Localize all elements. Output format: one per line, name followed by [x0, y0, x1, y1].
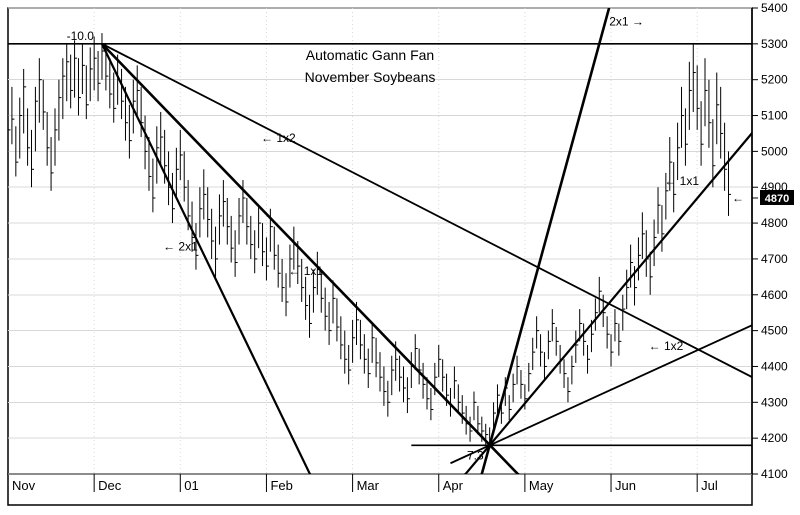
svg-text:← 1x1: ← 1x1 [664, 174, 699, 188]
svg-text:← 1x1: ← 1x1 [288, 264, 323, 278]
svg-text:Jul: Jul [701, 478, 718, 493]
gann-fan-chart: 4100420043004400450046004700480049005000… [0, 0, 800, 515]
svg-text:Feb: Feb [270, 478, 292, 493]
svg-text:5300: 5300 [761, 37, 788, 51]
svg-text:01: 01 [184, 478, 198, 493]
svg-text:Nov: Nov [12, 478, 36, 493]
svg-text:4300: 4300 [761, 395, 788, 409]
svg-text:4200: 4200 [761, 431, 788, 445]
svg-text:2x1 →: 2x1 → [609, 15, 644, 29]
svg-text:7.3: 7.3 [467, 448, 484, 462]
svg-text:-10.0: -10.0 [67, 29, 95, 43]
svg-text:Dec: Dec [98, 478, 122, 493]
svg-text:5400: 5400 [761, 1, 788, 15]
svg-text:← 1x2: ← 1x2 [649, 339, 684, 353]
svg-text:4500: 4500 [761, 324, 788, 338]
svg-text:4800: 4800 [761, 216, 788, 230]
svg-text:← 1x2: ← 1x2 [261, 131, 296, 145]
svg-text:4700: 4700 [761, 252, 788, 266]
svg-text:4100: 4100 [761, 467, 788, 481]
svg-text:5200: 5200 [761, 73, 788, 87]
chart-title-2: November Soybeans [305, 69, 436, 85]
svg-text:4870: 4870 [765, 193, 789, 205]
svg-text:Jun: Jun [615, 478, 636, 493]
svg-text:May: May [529, 478, 554, 493]
svg-text:4400: 4400 [761, 359, 788, 373]
chart-svg: 4100420043004400450046004700480049005000… [0, 0, 800, 515]
svg-text:5100: 5100 [761, 109, 788, 123]
svg-text:←: ← [732, 191, 744, 205]
chart-title-1: Automatic Gann Fan [306, 47, 434, 63]
svg-text:← 2x1: ← 2x1 [163, 239, 198, 253]
svg-text:4600: 4600 [761, 288, 788, 302]
svg-text:Apr: Apr [443, 478, 464, 493]
svg-text:Mar: Mar [357, 478, 380, 493]
svg-text:5000: 5000 [761, 144, 788, 158]
